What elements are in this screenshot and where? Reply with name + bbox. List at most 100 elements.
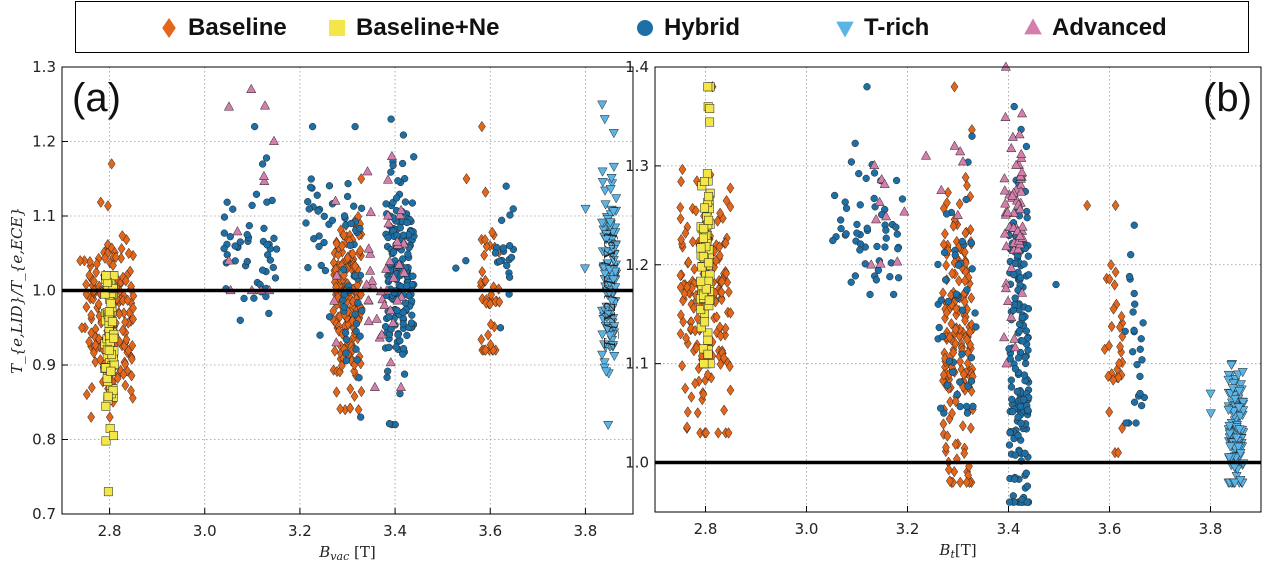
data-point-hybrid (1024, 271, 1033, 279)
data-point-advanced (1007, 131, 1018, 141)
data-point-hybrid (355, 374, 363, 382)
data-point-hybrid (842, 204, 851, 212)
y-tick-label: 0.9 (32, 356, 56, 374)
data-point-baseline (478, 120, 486, 133)
y-tick-label: 1.1 (625, 355, 649, 373)
data-point-baseline (478, 266, 487, 278)
data-point-baseline_ne (699, 176, 709, 186)
data-point-baseline (677, 309, 685, 321)
data-point-hybrid (250, 122, 259, 131)
data-point-hybrid (964, 382, 972, 390)
data-point-t_rich (1229, 478, 1240, 488)
data-point-baseline (1116, 321, 1124, 333)
data-point-hybrid (829, 236, 837, 245)
data-point-hybrid (861, 260, 869, 268)
data-point-hybrid (1016, 402, 1025, 411)
data-point-hybrid (403, 282, 411, 290)
data-point-hybrid (1137, 335, 1145, 343)
data-point-t_rich (611, 194, 622, 204)
data-point-hybrid (1015, 327, 1024, 335)
data-point-hybrid (342, 356, 351, 365)
data-point-advanced (949, 140, 960, 150)
data-point-advanced (1006, 311, 1017, 321)
data-point-baseline_ne (704, 276, 714, 286)
data-point-advanced (920, 150, 932, 160)
data-point-hybrid (321, 266, 330, 275)
data-point-advanced (1014, 129, 1025, 139)
data-point-t_rich (604, 265, 615, 275)
y-tick-label: 1.2 (625, 256, 649, 274)
data-point-hybrid (387, 115, 395, 123)
data-point-hybrid (851, 272, 860, 280)
data-point-hybrid (308, 122, 317, 131)
data-point-baseline (965, 326, 974, 338)
data-point-baseline (717, 293, 726, 306)
data-point-hybrid (387, 325, 395, 333)
data-point-hybrid (1052, 280, 1060, 289)
data-point-hybrid (392, 343, 400, 351)
data-point-baseline (356, 244, 365, 257)
data-point-baseline (481, 274, 490, 287)
data-point-advanced (870, 214, 882, 224)
data-point-hybrid (1007, 383, 1016, 391)
data-point-hybrid (302, 219, 310, 227)
data-point-t_rich (597, 330, 608, 340)
data-point-baseline_ne (104, 345, 114, 355)
data-point-t_rich (1227, 384, 1238, 394)
data-point-t_rich (606, 296, 617, 307)
data-point-baseline (950, 81, 959, 93)
data-point-baseline (357, 385, 366, 398)
data-point-baseline (354, 404, 363, 416)
data-point-baseline (488, 226, 497, 239)
data-point-baseline (719, 352, 728, 364)
data-point-baseline_ne (103, 487, 113, 497)
data-point-hybrid (342, 349, 350, 357)
data-point-hybrid (866, 290, 874, 299)
data-point-baseline (942, 306, 951, 319)
data-point-hybrid (1127, 251, 1135, 259)
panel-label: (b) (1203, 76, 1252, 120)
data-point-hybrid (870, 169, 879, 177)
data-point-hybrid (505, 273, 514, 281)
x-tick-label: 3.2 (896, 520, 920, 538)
data-point-hybrid (853, 229, 861, 237)
data-point-hybrid (856, 246, 864, 254)
data-point-hybrid (967, 377, 976, 385)
data-point-hybrid (271, 274, 280, 282)
data-point-baseline (129, 313, 137, 325)
data-point-advanced (365, 206, 376, 216)
data-point-advanced (392, 295, 403, 305)
data-point-hybrid (400, 370, 409, 378)
data-point-advanced (329, 295, 340, 305)
data-point-t_rich (1224, 453, 1235, 463)
data-point-baseline_ne (101, 401, 111, 411)
data-point-advanced (1002, 207, 1013, 217)
data-point-baseline_ne (699, 224, 709, 234)
data-point-baseline (693, 407, 702, 419)
data-point-hybrid (399, 320, 407, 328)
data-point-baseline (105, 411, 114, 423)
data-point-hybrid (952, 290, 961, 298)
data-point-baseline (101, 252, 109, 264)
data-point-advanced (382, 174, 394, 184)
data-point-baseline (961, 314, 969, 327)
data-point-hybrid (958, 306, 967, 314)
data-point-hybrid (830, 191, 839, 200)
data-point-baseline (350, 390, 359, 402)
data-point-baseline (943, 197, 951, 209)
data-point-baseline (716, 358, 725, 370)
data-point-hybrid (1011, 294, 1019, 302)
data-point-baseline (720, 404, 728, 416)
data-point-t_rich (1228, 379, 1239, 389)
data-point-t_rich (599, 269, 611, 280)
data-point-hybrid (894, 245, 902, 253)
data-point-hybrid (1024, 252, 1032, 260)
data-point-advanced (936, 184, 947, 194)
data-point-hybrid (315, 242, 323, 251)
data-point-hybrid (394, 331, 402, 339)
data-point-hybrid (863, 83, 871, 91)
data-point-baseline (119, 368, 128, 381)
data-point-baseline (1118, 422, 1126, 434)
data-point-baseline (1117, 310, 1126, 323)
data-point-hybrid (382, 200, 390, 208)
